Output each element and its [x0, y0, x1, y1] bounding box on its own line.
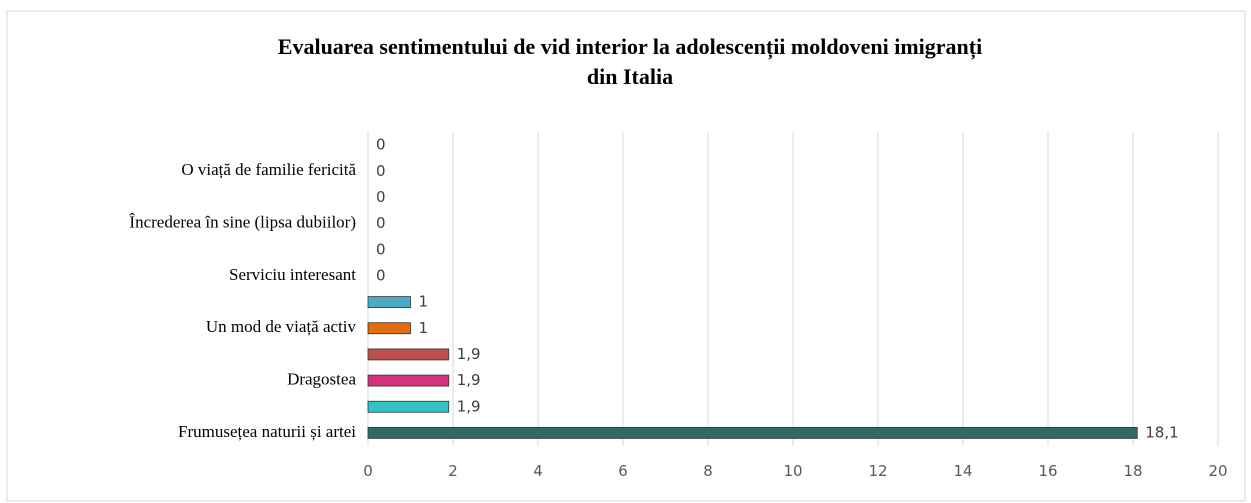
value-label: 1 [419, 293, 429, 311]
y-tick-label: Un mod de viață activ [206, 317, 357, 336]
chart-title: Evaluarea sentimentului de vid interior … [278, 34, 982, 60]
x-tick-label: 10 [783, 462, 802, 480]
value-label: 0 [376, 188, 386, 206]
bar [367, 348, 450, 361]
bar [367, 296, 411, 308]
y-tick-label: O viață de familie fericită [181, 160, 356, 179]
value-label: 0 [376, 136, 386, 154]
bar [367, 374, 450, 387]
y-tick-label: Dragostea [287, 369, 356, 388]
chart-title: din Italia [587, 64, 673, 89]
bar [367, 322, 411, 335]
value-label: 18,1 [1145, 423, 1178, 441]
y-tick-label: Frumusețea naturii și artei [178, 422, 356, 441]
bar [367, 427, 1138, 439]
chart-border [6, 10, 1246, 502]
y-tick-label: Încrederea în sine (lipsa dubiilor) [129, 212, 356, 231]
x-tick-label: 0 [363, 462, 373, 480]
value-label: 0 [376, 214, 386, 232]
x-tick-label: 16 [1038, 462, 1057, 480]
x-tick-label: 18 [1123, 462, 1142, 480]
value-label: 1,9 [457, 371, 481, 389]
value-label: 1,9 [457, 345, 481, 363]
y-tick-label: Serviciu interesant [229, 265, 356, 284]
value-label: 1,9 [457, 397, 481, 415]
x-tick-label: 14 [953, 462, 972, 480]
value-label: 0 [376, 240, 386, 258]
x-tick-label: 20 [1208, 462, 1227, 480]
x-tick-label: 2 [448, 462, 458, 480]
x-tick-label: 6 [618, 462, 628, 480]
bar [367, 400, 450, 413]
value-label: 0 [376, 162, 386, 180]
x-tick-label: 12 [868, 462, 887, 480]
x-tick-label: 8 [703, 462, 713, 480]
value-label: 0 [376, 266, 386, 284]
value-label: 1 [419, 319, 429, 337]
x-tick-label: 4 [533, 462, 543, 480]
